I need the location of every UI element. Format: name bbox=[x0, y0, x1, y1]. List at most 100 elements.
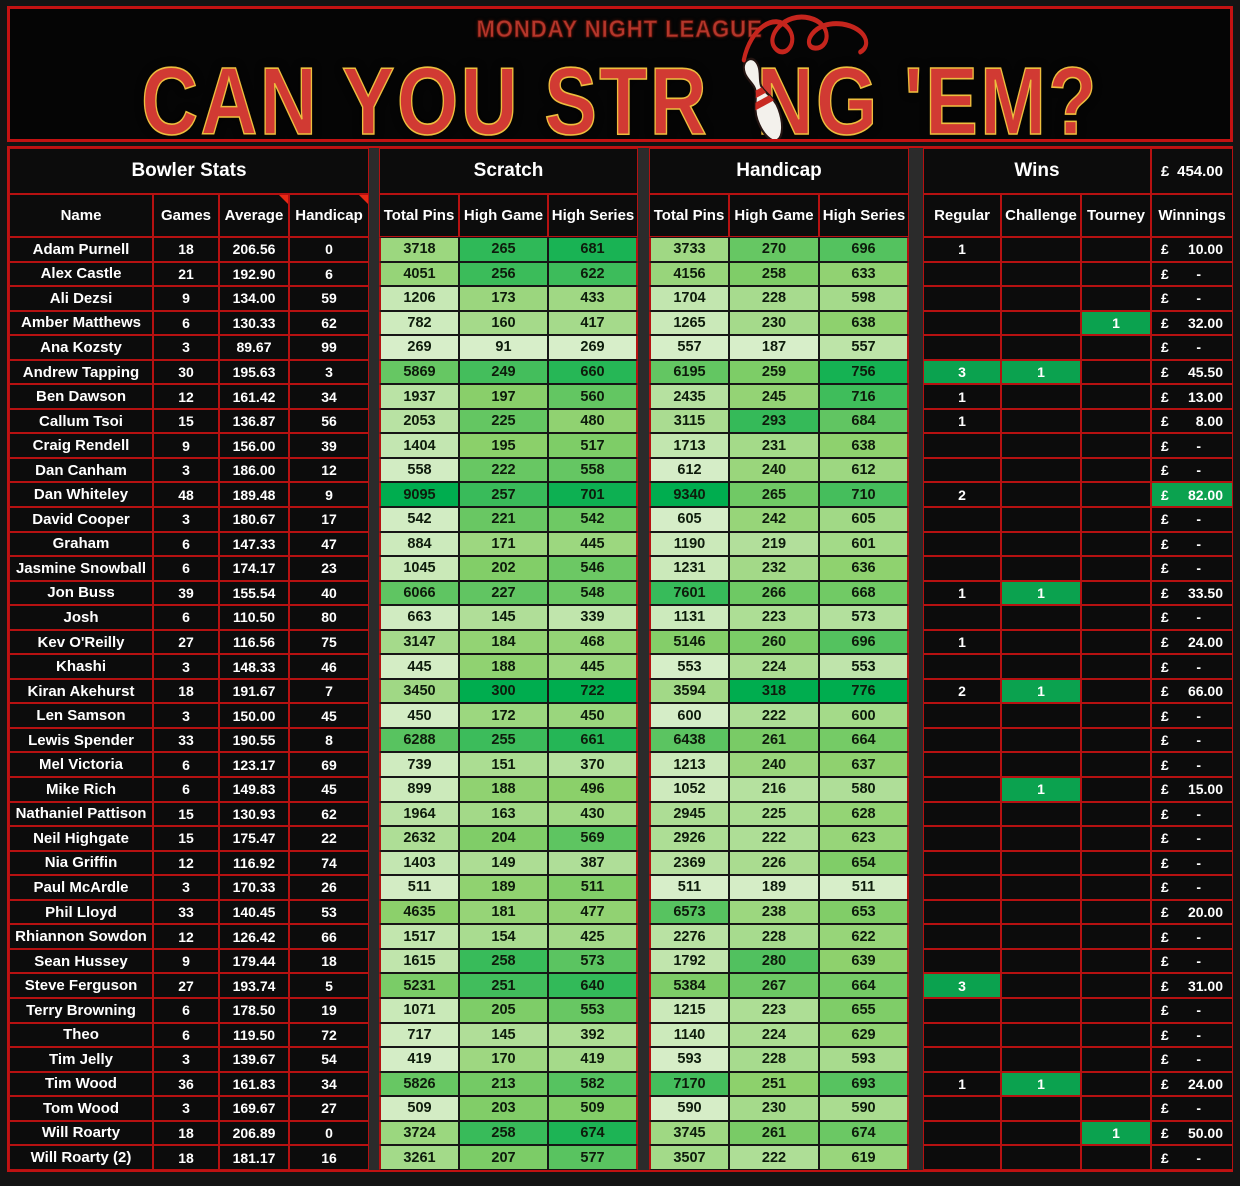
scratch-high-series-cell[interactable]: 511 bbox=[548, 875, 638, 900]
handicap-total-pins-cell[interactable]: 6438 bbox=[649, 727, 729, 753]
regular-wins-cell[interactable] bbox=[923, 875, 1001, 900]
scratch-high-game-cell[interactable]: 173 bbox=[459, 286, 548, 311]
regular-wins-cell[interactable] bbox=[923, 261, 1001, 287]
winnings-cell[interactable]: £24.00 bbox=[1151, 1071, 1233, 1097]
average-cell[interactable]: 175.47 bbox=[219, 826, 289, 851]
winnings-cell[interactable]: £33.50 bbox=[1151, 580, 1233, 606]
col-header-handicap[interactable]: Handicap bbox=[289, 194, 369, 237]
name-cell[interactable]: Kiran Akehurst bbox=[9, 678, 153, 704]
scratch-high-game-cell[interactable]: 213 bbox=[459, 1071, 548, 1097]
col-header-handicap-total-pins[interactable]: Total Pins bbox=[649, 194, 729, 237]
games-cell[interactable]: 36 bbox=[153, 1071, 219, 1097]
handicap-high-game-cell[interactable]: 216 bbox=[729, 777, 819, 802]
scratch-high-series-cell[interactable]: 370 bbox=[548, 752, 638, 778]
regular-wins-cell[interactable] bbox=[923, 654, 1001, 679]
games-cell[interactable]: 3 bbox=[153, 654, 219, 679]
scratch-high-game-cell[interactable]: 207 bbox=[459, 1145, 548, 1170]
name-cell[interactable]: Phil Lloyd bbox=[9, 899, 153, 925]
handicap-high-game-cell[interactable]: 259 bbox=[729, 359, 819, 385]
handicap-high-series-cell[interactable]: 684 bbox=[819, 408, 909, 434]
col-header-scratch-total-pins[interactable]: Total Pins bbox=[379, 194, 459, 237]
regular-wins-cell[interactable] bbox=[923, 335, 1001, 360]
challenge-wins-cell[interactable]: 1 bbox=[1001, 1071, 1081, 1097]
handicap-total-pins-cell[interactable]: 600 bbox=[649, 703, 729, 728]
handicap-total-pins-cell[interactable]: 1140 bbox=[649, 1022, 729, 1048]
winnings-cell[interactable]: £ - bbox=[1151, 1022, 1233, 1048]
handicap-high-game-cell[interactable]: 258 bbox=[729, 261, 819, 287]
handicap-high-game-cell[interactable]: 242 bbox=[729, 507, 819, 532]
average-cell[interactable]: 126.42 bbox=[219, 924, 289, 949]
scratch-total-pins-cell[interactable]: 899 bbox=[379, 777, 459, 802]
scratch-high-game-cell[interactable]: 251 bbox=[459, 973, 548, 998]
handicap-cell[interactable]: 62 bbox=[289, 801, 369, 827]
tourney-wins-cell[interactable] bbox=[1081, 801, 1151, 827]
games-cell[interactable]: 3 bbox=[153, 1096, 219, 1121]
tourney-wins-cell[interactable] bbox=[1081, 286, 1151, 311]
handicap-high-series-cell[interactable]: 580 bbox=[819, 777, 909, 802]
winnings-cell[interactable]: £8.00 bbox=[1151, 408, 1233, 434]
handicap-cell[interactable]: 23 bbox=[289, 556, 369, 581]
tourney-wins-cell[interactable] bbox=[1081, 752, 1151, 778]
tourney-wins-cell[interactable] bbox=[1081, 457, 1151, 483]
scratch-total-pins-cell[interactable]: 2632 bbox=[379, 826, 459, 851]
handicap-high-series-cell[interactable]: 600 bbox=[819, 703, 909, 728]
scratch-high-series-cell[interactable]: 640 bbox=[548, 973, 638, 998]
regular-wins-cell[interactable] bbox=[923, 727, 1001, 753]
scratch-total-pins-cell[interactable]: 6288 bbox=[379, 727, 459, 753]
average-cell[interactable]: 186.00 bbox=[219, 457, 289, 483]
handicap-high-series-cell[interactable]: 590 bbox=[819, 1096, 909, 1121]
challenge-wins-cell[interactable] bbox=[1001, 507, 1081, 532]
average-cell[interactable]: 178.50 bbox=[219, 997, 289, 1023]
handicap-high-game-cell[interactable]: 261 bbox=[729, 1120, 819, 1146]
scratch-high-game-cell[interactable]: 145 bbox=[459, 1022, 548, 1048]
regular-wins-cell[interactable] bbox=[923, 703, 1001, 728]
regular-wins-cell[interactable] bbox=[923, 531, 1001, 557]
scratch-high-series-cell[interactable]: 577 bbox=[548, 1145, 638, 1170]
section-header-scratch[interactable]: Scratch bbox=[379, 148, 638, 194]
games-cell[interactable]: 33 bbox=[153, 899, 219, 925]
games-cell[interactable]: 6 bbox=[153, 1022, 219, 1048]
games-cell[interactable]: 6 bbox=[153, 777, 219, 802]
challenge-wins-cell[interactable]: 1 bbox=[1001, 359, 1081, 385]
handicap-cell[interactable]: 45 bbox=[289, 703, 369, 728]
handicap-high-game-cell[interactable]: 222 bbox=[729, 703, 819, 728]
scratch-high-game-cell[interactable]: 181 bbox=[459, 899, 548, 925]
name-cell[interactable]: Adam Purnell bbox=[9, 237, 153, 262]
handicap-high-series-cell[interactable]: 637 bbox=[819, 752, 909, 778]
regular-wins-cell[interactable] bbox=[923, 752, 1001, 778]
handicap-total-pins-cell[interactable]: 9340 bbox=[649, 482, 729, 508]
scratch-high-series-cell[interactable]: 445 bbox=[548, 654, 638, 679]
scratch-high-series-cell[interactable]: 496 bbox=[548, 777, 638, 802]
tourney-wins-cell[interactable] bbox=[1081, 261, 1151, 287]
name-cell[interactable]: Paul McArdle bbox=[9, 875, 153, 900]
handicap-total-pins-cell[interactable]: 557 bbox=[649, 335, 729, 360]
scratch-total-pins-cell[interactable]: 4051 bbox=[379, 261, 459, 287]
handicap-high-series-cell[interactable]: 511 bbox=[819, 875, 909, 900]
challenge-wins-cell[interactable] bbox=[1001, 335, 1081, 360]
scratch-total-pins-cell[interactable]: 782 bbox=[379, 310, 459, 336]
scratch-total-pins-cell[interactable]: 2053 bbox=[379, 408, 459, 434]
handicap-high-series-cell[interactable]: 605 bbox=[819, 507, 909, 532]
name-cell[interactable]: Steve Ferguson bbox=[9, 973, 153, 998]
handicap-cell[interactable]: 75 bbox=[289, 629, 369, 655]
col-header-challenge[interactable]: Challenge bbox=[1001, 194, 1081, 237]
handicap-high-series-cell[interactable]: 710 bbox=[819, 482, 909, 508]
regular-wins-cell[interactable] bbox=[923, 1096, 1001, 1121]
games-cell[interactable]: 9 bbox=[153, 433, 219, 458]
name-cell[interactable]: Len Samson bbox=[9, 703, 153, 728]
tourney-wins-cell[interactable] bbox=[1081, 654, 1151, 679]
section-header-wins[interactable]: Wins bbox=[923, 148, 1151, 194]
handicap-cell[interactable]: 72 bbox=[289, 1022, 369, 1048]
tourney-wins-cell[interactable] bbox=[1081, 997, 1151, 1023]
handicap-high-series-cell[interactable]: 636 bbox=[819, 556, 909, 581]
handicap-cell[interactable]: 53 bbox=[289, 899, 369, 925]
average-cell[interactable]: 155.54 bbox=[219, 580, 289, 606]
handicap-cell[interactable]: 12 bbox=[289, 457, 369, 483]
games-cell[interactable]: 6 bbox=[153, 752, 219, 778]
tourney-wins-cell[interactable]: 1 bbox=[1081, 310, 1151, 336]
scratch-high-game-cell[interactable]: 163 bbox=[459, 801, 548, 827]
tourney-wins-cell[interactable] bbox=[1081, 1047, 1151, 1072]
handicap-high-game-cell[interactable]: 293 bbox=[729, 408, 819, 434]
handicap-cell[interactable]: 62 bbox=[289, 310, 369, 336]
tourney-wins-cell[interactable] bbox=[1081, 556, 1151, 581]
